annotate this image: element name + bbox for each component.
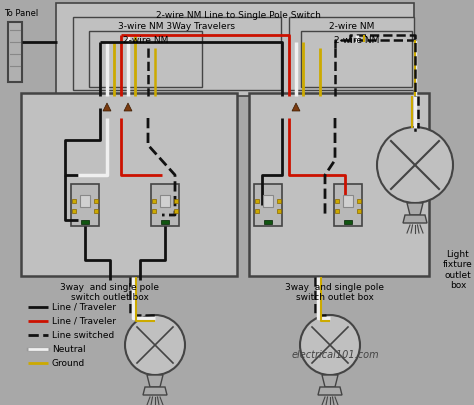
Text: Line switched: Line switched — [52, 330, 114, 339]
Polygon shape — [322, 375, 338, 387]
Bar — [94, 209, 98, 213]
Bar — [94, 199, 98, 203]
Bar — [71, 184, 99, 226]
Text: Line / Traveler: Line / Traveler — [52, 316, 116, 326]
Bar — [264, 220, 272, 224]
Polygon shape — [103, 103, 111, 111]
Text: 2-wire NM: 2-wire NM — [123, 36, 169, 45]
Bar — [72, 199, 76, 203]
Text: 3way  and single pole
switch outlet box: 3way and single pole switch outlet box — [61, 283, 159, 303]
Polygon shape — [292, 103, 300, 111]
Bar — [161, 220, 169, 224]
FancyBboxPatch shape — [289, 17, 414, 90]
FancyBboxPatch shape — [249, 93, 429, 276]
Bar — [174, 209, 178, 213]
FancyBboxPatch shape — [89, 31, 202, 87]
Circle shape — [300, 315, 360, 375]
Text: Ground: Ground — [52, 358, 85, 367]
Bar — [263, 195, 273, 207]
Bar — [344, 220, 352, 224]
Bar — [151, 184, 179, 226]
Polygon shape — [407, 203, 423, 215]
Bar — [81, 220, 89, 224]
Bar — [8, 22, 22, 82]
Polygon shape — [147, 375, 163, 387]
Bar — [334, 184, 362, 226]
Bar — [277, 199, 281, 203]
Text: Light
fixture
outlet
box: Light fixture outlet box — [443, 250, 473, 290]
Bar — [335, 209, 339, 213]
FancyBboxPatch shape — [56, 3, 414, 96]
FancyBboxPatch shape — [301, 31, 412, 87]
Bar — [357, 209, 361, 213]
Bar — [255, 209, 259, 213]
Bar — [80, 195, 90, 207]
Polygon shape — [318, 387, 342, 395]
Text: 3-wire NM 3Way Travelers: 3-wire NM 3Way Travelers — [118, 22, 236, 31]
Bar — [160, 195, 170, 207]
Text: 2-wire NM: 2-wire NM — [329, 22, 374, 31]
Bar — [335, 199, 339, 203]
Text: electrical101.com: electrical101.com — [291, 350, 379, 360]
Bar — [255, 199, 259, 203]
Bar — [357, 199, 361, 203]
Polygon shape — [124, 103, 132, 111]
Bar — [254, 184, 282, 226]
Circle shape — [377, 127, 453, 203]
Bar — [277, 209, 281, 213]
Text: 2-wire NM Line to Single Pole Switch: 2-wire NM Line to Single Pole Switch — [155, 11, 320, 20]
Bar — [152, 209, 156, 213]
Bar — [343, 195, 353, 207]
Polygon shape — [403, 215, 427, 223]
Text: Neutral: Neutral — [52, 345, 86, 354]
Bar — [152, 199, 156, 203]
Bar — [72, 209, 76, 213]
Polygon shape — [143, 387, 167, 395]
Text: 3way  and single pole
switch outlet box: 3way and single pole switch outlet box — [285, 283, 384, 303]
FancyBboxPatch shape — [73, 17, 281, 90]
Text: 2-wire NM: 2-wire NM — [334, 36, 380, 45]
Bar — [174, 199, 178, 203]
Text: To Panel: To Panel — [4, 9, 38, 18]
Text: Line / Traveler: Line / Traveler — [52, 303, 116, 311]
FancyBboxPatch shape — [21, 93, 237, 276]
Circle shape — [125, 315, 185, 375]
